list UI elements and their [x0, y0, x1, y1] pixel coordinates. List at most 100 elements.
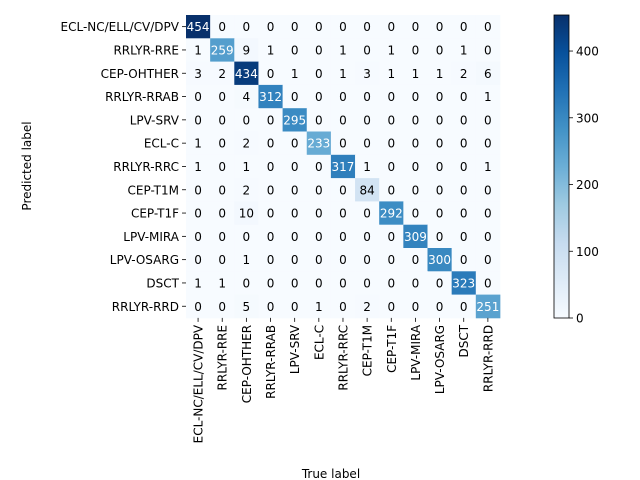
heatmap-cell — [427, 108, 453, 132]
cell-value-label: 0 — [436, 300, 444, 314]
heatmap-cell — [282, 108, 308, 132]
cell-value-label: 84 — [359, 183, 374, 197]
cell-value-label: 1 — [484, 160, 492, 174]
cell-value-label: 0 — [460, 183, 468, 197]
heatmap-cell — [427, 201, 453, 226]
cell-value-label: 0 — [436, 160, 444, 174]
cell-value-label: 1 — [387, 43, 395, 57]
heatmap-cell — [379, 178, 404, 202]
heatmap-cell — [379, 38, 404, 62]
cell-value-label: 434 — [235, 67, 258, 81]
heatmap-cell — [186, 61, 211, 86]
heatmap-cell — [403, 224, 428, 249]
x-tick-label: RRLYR-RRAB — [264, 325, 278, 399]
cell-value-label: 0 — [436, 207, 444, 221]
cell-value-label: 1 — [436, 67, 444, 81]
cell-value-label: 1 — [194, 137, 202, 151]
cell-value-label: 0 — [218, 253, 226, 267]
heatmap-cell — [186, 178, 211, 202]
cell-value-label: 0 — [387, 300, 395, 314]
y-tick-label: DSCT — [146, 276, 179, 290]
cell-value-label: 317 — [332, 160, 355, 174]
cell-value-label: 0 — [363, 207, 371, 221]
heatmap-cell — [427, 84, 453, 109]
heatmap-cell — [475, 248, 501, 272]
heatmap-cell — [258, 178, 283, 202]
cell-value-label: 0 — [339, 183, 347, 197]
heatmap-cell — [282, 178, 308, 202]
heatmap-cell — [451, 271, 477, 295]
cell-value-label: 1 — [315, 300, 323, 314]
heatmap-cell — [234, 201, 259, 226]
cell-value-label: 1 — [291, 67, 299, 81]
cell-value-label: 0 — [484, 137, 492, 151]
heatmap-cell-labels: 454 0 0 0 0 0 0 0 0 0 0 0 01 259 9 1 0 0 1 0 1 0 0 1 03 2 434 0 1 0 1 3… — [187, 20, 500, 314]
heatmap-cell — [355, 38, 380, 62]
cell-value-label: 1 — [484, 90, 492, 104]
heatmap-cell — [210, 61, 235, 86]
cell-value-label: 0 — [387, 230, 395, 244]
cell-value-label: 259 — [211, 43, 234, 57]
heatmap-cell — [403, 154, 428, 179]
heatmap-cell — [210, 201, 235, 226]
x-axis-ticks: ECL-NC/ELL/CV/DPV RRLYR-RRE CEP-OHTHER RRLY… — [192, 317, 495, 443]
cell-value-label: 1 — [412, 67, 420, 81]
heatmap-cell — [379, 15, 404, 39]
cell-value-label: 0 — [339, 207, 347, 221]
cell-value-label: 0 — [315, 183, 323, 197]
y-tick-label: LPV-SRV — [130, 113, 180, 127]
cell-value-label: 0 — [484, 207, 492, 221]
cell-value-label: 0 — [436, 20, 444, 34]
heatmap-cell — [210, 84, 235, 109]
x-tick-label: LPV-SRV — [288, 324, 302, 374]
heatmap-cell — [210, 271, 235, 295]
heatmap-cell — [258, 108, 283, 132]
cell-value-label: 3 — [194, 67, 202, 81]
heatmap-cells — [186, 15, 501, 319]
heatmap-cell — [403, 84, 428, 109]
heatmap-cell — [427, 294, 453, 319]
heatmap-cell — [210, 154, 235, 179]
cell-value-label: 0 — [484, 230, 492, 244]
heatmap-cell — [427, 271, 453, 295]
cell-value-label: 309 — [404, 230, 427, 244]
heatmap-cell — [186, 38, 211, 62]
heatmap-cell — [475, 15, 501, 39]
heatmap-cell — [427, 248, 453, 272]
x-tick-label: RRLYR-RRC — [336, 325, 350, 391]
heatmap-cell — [427, 38, 453, 62]
heatmap-cell — [282, 294, 308, 319]
cell-value-label: 233 — [307, 137, 330, 151]
cell-value-label: 454 — [187, 20, 210, 34]
cell-value-label: 2 — [363, 300, 371, 314]
cell-value-label: 0 — [387, 113, 395, 127]
cell-value-label: 0 — [363, 113, 371, 127]
y-axis-label: Predicted label — [20, 121, 34, 210]
cell-value-label: 0 — [315, 160, 323, 174]
heatmap-cell — [186, 15, 211, 39]
cell-value-label: 0 — [363, 20, 371, 34]
heatmap-cell — [330, 131, 356, 156]
y-tick-label: CEP-OHTHER — [101, 67, 179, 81]
heatmap-cell — [379, 84, 404, 109]
heatmap-cell — [330, 178, 356, 202]
heatmap-cell — [427, 61, 453, 86]
heatmap-cell — [355, 178, 380, 202]
heatmap-cell — [210, 15, 235, 39]
x-tick-label: ECL-C — [312, 325, 326, 360]
cell-value-label: 0 — [267, 160, 275, 174]
heatmap-cell — [186, 201, 211, 226]
cell-value-label: 2 — [243, 137, 251, 151]
heatmap-cell — [379, 61, 404, 86]
cell-value-label: 6 — [484, 67, 492, 81]
heatmap-cell — [306, 294, 332, 319]
x-tick-label: CEP-T1F — [385, 325, 399, 373]
heatmap-cell — [282, 248, 308, 272]
cell-value-label: 0 — [194, 230, 202, 244]
heatmap-cell — [186, 294, 211, 319]
heatmap-cell — [403, 271, 428, 295]
cell-value-label: 0 — [436, 43, 444, 57]
heatmap-cell — [330, 154, 356, 179]
heatmap-cell — [258, 131, 283, 156]
